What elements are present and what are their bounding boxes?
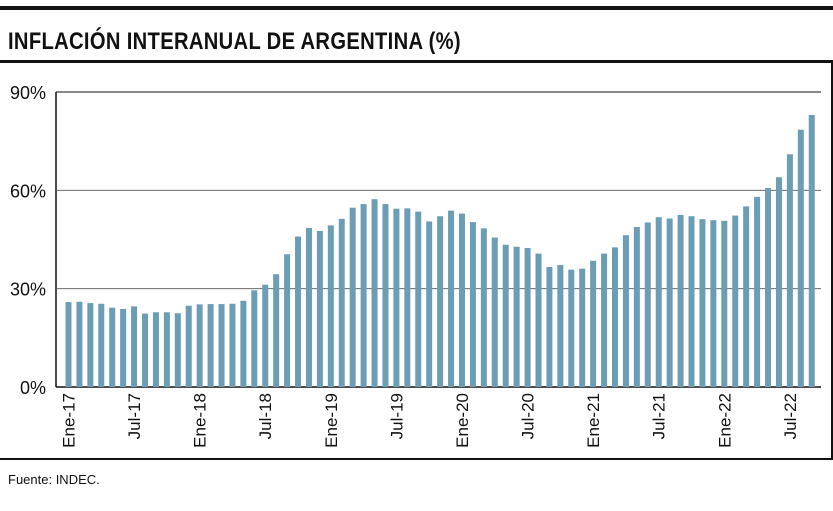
- bar: [743, 206, 750, 387]
- bar: [513, 246, 520, 387]
- bar: [655, 217, 662, 387]
- x-axis: Ene-17 Jul-17 Ene-18 Jul-18 Ene-19 Jul-19 Ene-…: [60, 393, 800, 448]
- bar: [262, 284, 269, 387]
- bar: [568, 269, 575, 387]
- bar: [437, 216, 444, 387]
- bar: [590, 260, 597, 387]
- bar: [251, 290, 258, 387]
- source-note: Fuente: INDEC.: [8, 472, 100, 487]
- bar: [163, 312, 170, 387]
- x-tick-label: Ene-19: [322, 393, 341, 448]
- bar: [131, 306, 138, 387]
- bar: [327, 225, 334, 387]
- y-tick-label: 60%: [10, 181, 46, 201]
- bar: [142, 313, 149, 387]
- bar: [360, 204, 367, 387]
- bar: [218, 304, 225, 387]
- x-tick-label: Jul-20: [519, 393, 538, 439]
- x-tick-label: Jul-19: [387, 393, 406, 439]
- bar: [305, 228, 312, 387]
- x-tick-label: Jul-22: [781, 393, 800, 439]
- bar: [622, 235, 629, 387]
- bar: [754, 196, 761, 387]
- bar: [174, 313, 181, 387]
- bar: [491, 237, 498, 387]
- x-tick-label: Ene-18: [191, 393, 210, 448]
- bar: [644, 222, 651, 387]
- x-tick-label: Jul-21: [650, 393, 669, 439]
- bar: [98, 303, 105, 387]
- bar: [338, 218, 345, 387]
- chart-title: INFLACIÓN INTERANUAL DE ARGENTINA (%): [8, 28, 461, 55]
- bar: [721, 220, 728, 387]
- bar: [185, 305, 192, 387]
- bar: [87, 303, 94, 387]
- x-tick-label: Ene-20: [453, 393, 472, 448]
- bar: [65, 302, 72, 387]
- bar: [710, 220, 717, 387]
- bar: [152, 312, 159, 387]
- y-tick-label: 0%: [20, 378, 46, 398]
- bar: [797, 129, 804, 387]
- bar: [469, 222, 476, 387]
- bar: [240, 300, 247, 387]
- bar: [688, 216, 695, 387]
- bar: [109, 307, 116, 387]
- bar: [316, 230, 323, 387]
- bar: [284, 254, 291, 387]
- x-tick-label: Ene-22: [715, 393, 734, 448]
- bar: [524, 248, 531, 387]
- y-tick-label: 90%: [10, 83, 46, 103]
- y-axis: 0% 30% 60% 90%: [10, 83, 46, 398]
- bar: [393, 208, 400, 387]
- title-rule: [0, 60, 833, 63]
- bar: [120, 308, 127, 387]
- y-tick-label: 30%: [10, 280, 46, 300]
- bar: [732, 215, 739, 387]
- x-tick-label: Ene-21: [584, 393, 603, 448]
- bar: [557, 265, 564, 387]
- bar: [666, 218, 673, 387]
- bar: [786, 154, 793, 387]
- bar: [546, 267, 553, 387]
- bar: [775, 177, 782, 387]
- bar: [426, 221, 433, 387]
- bars: [65, 114, 815, 387]
- chart-frame: 0% 30% 60% 90% Ene-17 Jul-17 Ene-18 Jul-18 Ene-…: [0, 63, 833, 460]
- x-tick-label: Jul-18: [256, 393, 275, 439]
- bar: [448, 210, 455, 387]
- bar: [480, 228, 487, 387]
- bar: [207, 304, 214, 387]
- bar: [699, 219, 706, 387]
- bar: [808, 114, 815, 387]
- bar: [677, 214, 684, 387]
- bar: [404, 208, 411, 387]
- x-tick-label: Jul-17: [125, 393, 144, 439]
- bar-chart: 0%30%60%90% Ene-17 Jul-17 Ene-18 Jul-18 Ene-…: [10, 83, 821, 448]
- x-tick-label: Ene-17: [60, 393, 79, 448]
- top-rule: [0, 6, 833, 10]
- bar: [535, 253, 542, 387]
- bar: [415, 211, 422, 387]
- bar: [458, 213, 465, 387]
- bar: [601, 253, 608, 387]
- bar: [765, 188, 772, 387]
- bar: [382, 204, 389, 387]
- bar: [295, 236, 302, 387]
- bar: [633, 227, 640, 387]
- bar: [349, 207, 356, 387]
- bar: [273, 274, 280, 387]
- bar: [612, 247, 618, 387]
- bar: [76, 301, 83, 387]
- bar: [579, 268, 586, 387]
- bar: [196, 304, 203, 387]
- bar: [371, 199, 378, 387]
- bar: [229, 303, 236, 387]
- bar: [502, 244, 509, 387]
